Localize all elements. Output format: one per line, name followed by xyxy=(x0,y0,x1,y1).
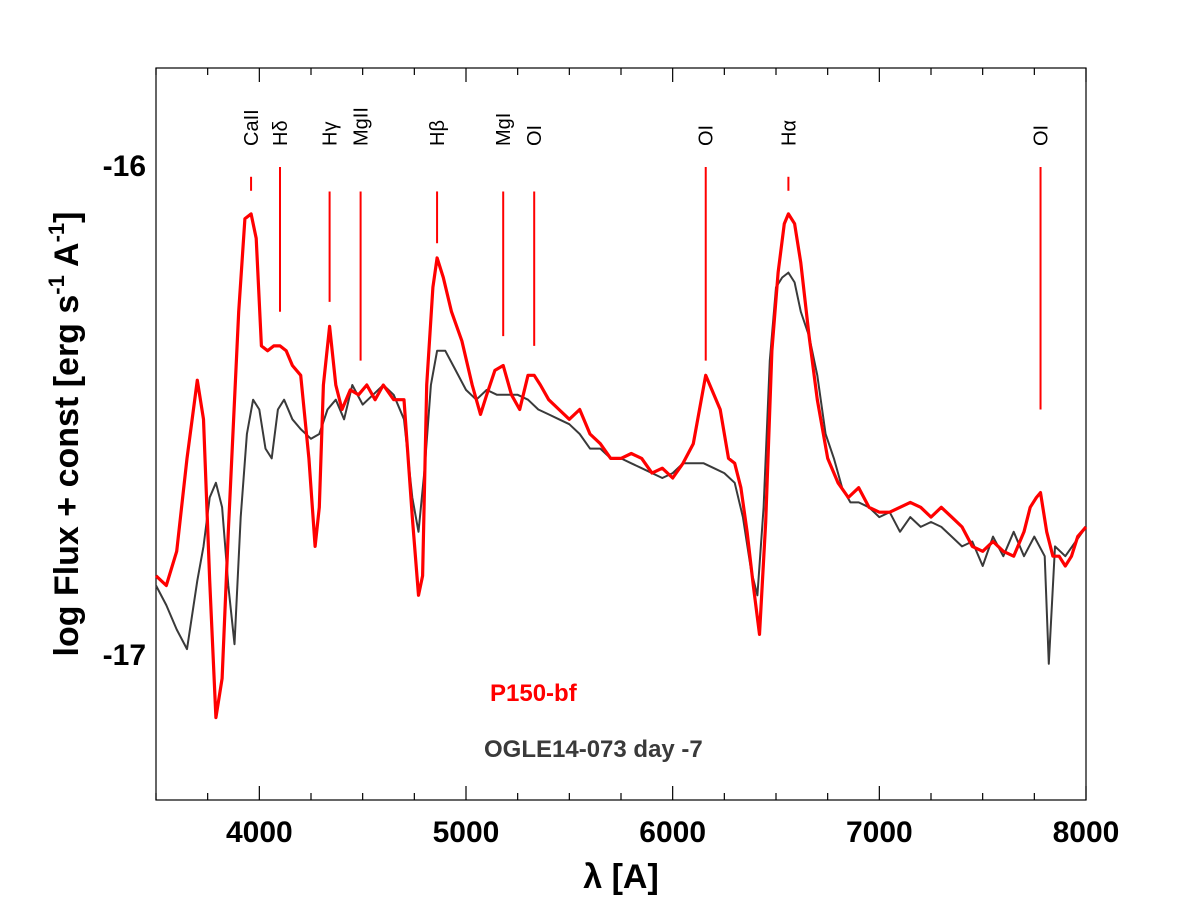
series-line-model xyxy=(154,212,1088,720)
line-id-label: Hα xyxy=(778,120,800,146)
y-tick-label: -17 xyxy=(103,639,146,672)
x-tick-label: 4000 xyxy=(226,816,293,849)
legend-observed: OGLE14-073 day -7 xyxy=(484,736,703,763)
line-id-label: OI xyxy=(1031,125,1053,146)
y-axis-title-exp2: -1 xyxy=(44,223,69,243)
line-id-label: MgI xyxy=(493,113,515,146)
y-axis-title-mid: A xyxy=(48,242,86,275)
line-id-label: Hβ xyxy=(427,120,449,146)
line-id-label: MgII xyxy=(351,107,373,146)
x-tick-label: 6000 xyxy=(639,816,706,849)
axis-ticks xyxy=(155,68,1087,800)
line-id-label: Hγ xyxy=(320,122,342,146)
line-id-label: Hδ xyxy=(270,120,292,146)
y-tick-label: -16 xyxy=(103,150,146,183)
line-identifications: CaII Hδ Hγ MgII Hβ MgI OI OI Hα OI xyxy=(241,107,1053,410)
legend-model: P150-bf xyxy=(490,680,578,707)
line-id-label: OI xyxy=(696,125,718,146)
y-axis-title: log Flux + const [erg s-1 A-1] xyxy=(44,212,86,657)
x-tick-label: 5000 xyxy=(433,816,500,849)
axis-tick-labels: 4000 5000 6000 7000 8000 -16 -17 xyxy=(103,150,1120,849)
y-axis-title-main: log Flux + const [erg s xyxy=(48,295,86,657)
line-id-label: OI xyxy=(524,125,546,146)
series-layer xyxy=(154,212,1088,720)
plot-frame xyxy=(155,67,1087,801)
y-axis-title-end: ] xyxy=(48,212,86,223)
line-id-label: CaII xyxy=(241,109,263,146)
y-axis-title-exp1: -1 xyxy=(44,275,69,295)
x-tick-label: 8000 xyxy=(1053,816,1120,849)
x-axis-title: λ [A] xyxy=(583,858,659,896)
x-tick-label: 7000 xyxy=(846,816,913,849)
